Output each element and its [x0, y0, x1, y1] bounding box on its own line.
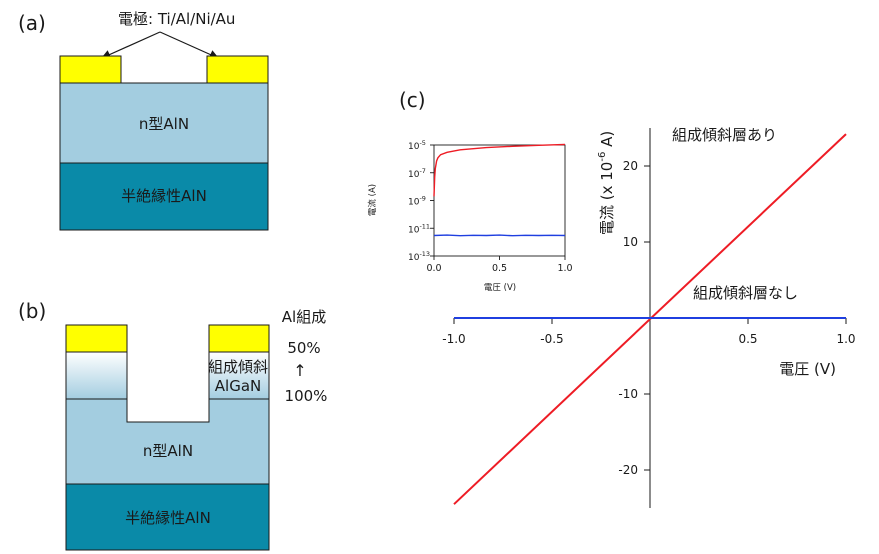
n-type-aln-label: n型AlN	[139, 115, 189, 133]
panel-b: (b) n型AlN 半絶縁性AlN 組成傾斜 AlGaN Al組成 50% ↑ …	[18, 299, 328, 551]
al-composition-title: Al組成	[282, 308, 326, 326]
inset-y-tick-label: 10-13	[408, 250, 430, 263]
electrode-pad-right	[208, 324, 270, 353]
main-y-axis-label: 電流 (x 10-6 A)	[597, 131, 616, 235]
main-x-axis-label: 電圧 (V)	[779, 360, 836, 378]
main-y-tick-label: -20	[618, 463, 638, 477]
main-y-tick-label: -10	[618, 387, 638, 401]
legend-without-grade: 組成傾斜層なし	[693, 284, 798, 302]
graded-label-line2: AlGaN	[215, 377, 261, 395]
svg-text:電流 (x 10-6 A): 電流 (x 10-6 A)	[597, 131, 616, 235]
series-with-grade-line	[453, 133, 847, 505]
legend-with-grade: 組成傾斜層あり	[672, 126, 777, 144]
inset-series-with-grade-line	[433, 143, 566, 197]
inset-y-tick-label: 10-11	[408, 222, 430, 235]
main-x-tick-label: -1.0	[442, 332, 465, 346]
inset-y-tick-label: 10-9	[408, 195, 426, 208]
inset-y-axis-label: 電流 (A)	[367, 184, 378, 216]
graded-label-line1: 組成傾斜	[208, 358, 268, 376]
inset-x-tick-label: 0.0	[426, 263, 441, 274]
n-type-aln-label: n型AlN	[143, 442, 193, 460]
main-x-tick-label: 1.0	[836, 332, 855, 346]
panel-c: (c) -1.0 -0.5 0.5 1.0 -20 -10 10 20 電圧 (V) 電流 …	[367, 88, 856, 508]
main-iv-chart: -1.0 -0.5 0.5 1.0 -20 -10 10 20 電圧 (V) 電流 (x 1…	[442, 126, 856, 508]
semi-insulating-aln-layer	[65, 483, 270, 551]
graded-algan-right	[208, 351, 270, 400]
electrode-pad-right	[206, 55, 269, 84]
graded-algan-left	[65, 351, 128, 400]
main-x-tick-label: -0.5	[540, 332, 563, 346]
al-pct-top: 50%	[287, 339, 320, 357]
al-up-arrow-icon: ↑	[293, 361, 306, 380]
inset-y-tick-label: 10-7	[408, 167, 426, 180]
electrode-pad-left	[65, 324, 128, 353]
semi-insulating-aln-label: 半絶縁性AlN	[121, 187, 207, 205]
semi-insulating-aln-layer	[59, 162, 269, 231]
panel-b-label: (b)	[18, 299, 46, 323]
electrode-label: 電極: Ti/Al/Ni/Au	[118, 10, 235, 28]
n-type-aln-layer	[59, 82, 269, 164]
inset-series-without-grade-line	[433, 234, 566, 237]
inset-x-tick-label: 0.5	[492, 263, 507, 274]
panel-a-label: (a)	[18, 11, 46, 35]
main-y-tick-label: 20	[623, 159, 638, 173]
inset-x-tick-label: 1.0	[557, 263, 572, 274]
inset-plot-frame	[433, 144, 566, 257]
semi-insulating-aln-label: 半絶縁性AlN	[125, 509, 211, 527]
inset-y-tick-label: 10-5	[408, 139, 426, 152]
inset-x-axis-label: 電圧 (V)	[484, 283, 516, 293]
main-x-tick-label: 0.5	[738, 332, 757, 346]
electrode-pad-left	[59, 55, 122, 84]
electrode-arrow-left	[100, 31, 161, 59]
al-pct-bottom: 100%	[285, 387, 328, 405]
main-y-tick-label: 10	[623, 235, 638, 249]
panel-a: (a) 電極: Ti/Al/Ni/Au n型AlN 半絶縁性AlN	[18, 10, 269, 231]
panel-c-label: (c)	[399, 88, 426, 112]
electrode-arrow-right	[159, 31, 220, 59]
